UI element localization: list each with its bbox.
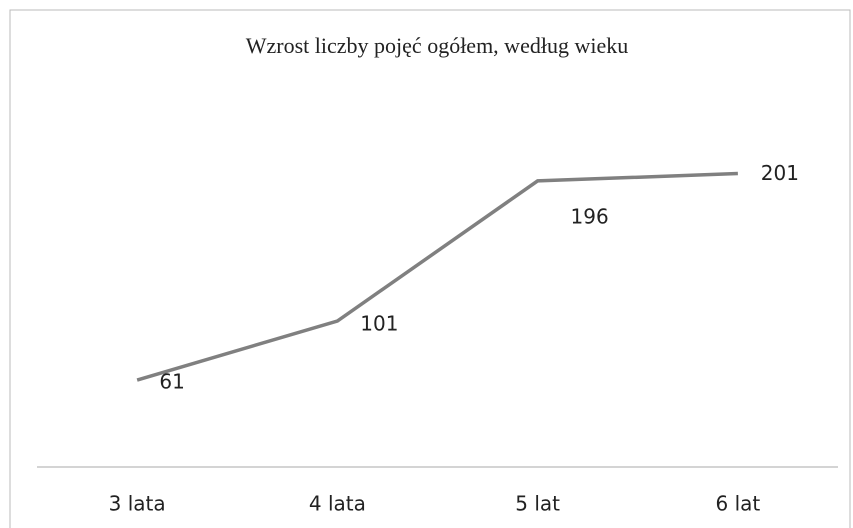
data-label: 196 — [571, 204, 609, 228]
x-tick-label: 4 lata — [309, 492, 366, 516]
x-tick-label: 5 lat — [515, 492, 560, 516]
series-line — [136, 171, 738, 382]
x-tick-label: 3 lata — [109, 492, 166, 516]
chart-title: Wzrost liczby pojęć ogółem, według wieku — [246, 33, 628, 58]
chart-frame — [9, 9, 851, 528]
data-label: 201 — [761, 161, 799, 185]
data-label: 61 — [159, 370, 184, 394]
data-label: 101 — [360, 312, 398, 336]
x-tick-label: 6 lat — [716, 492, 761, 516]
